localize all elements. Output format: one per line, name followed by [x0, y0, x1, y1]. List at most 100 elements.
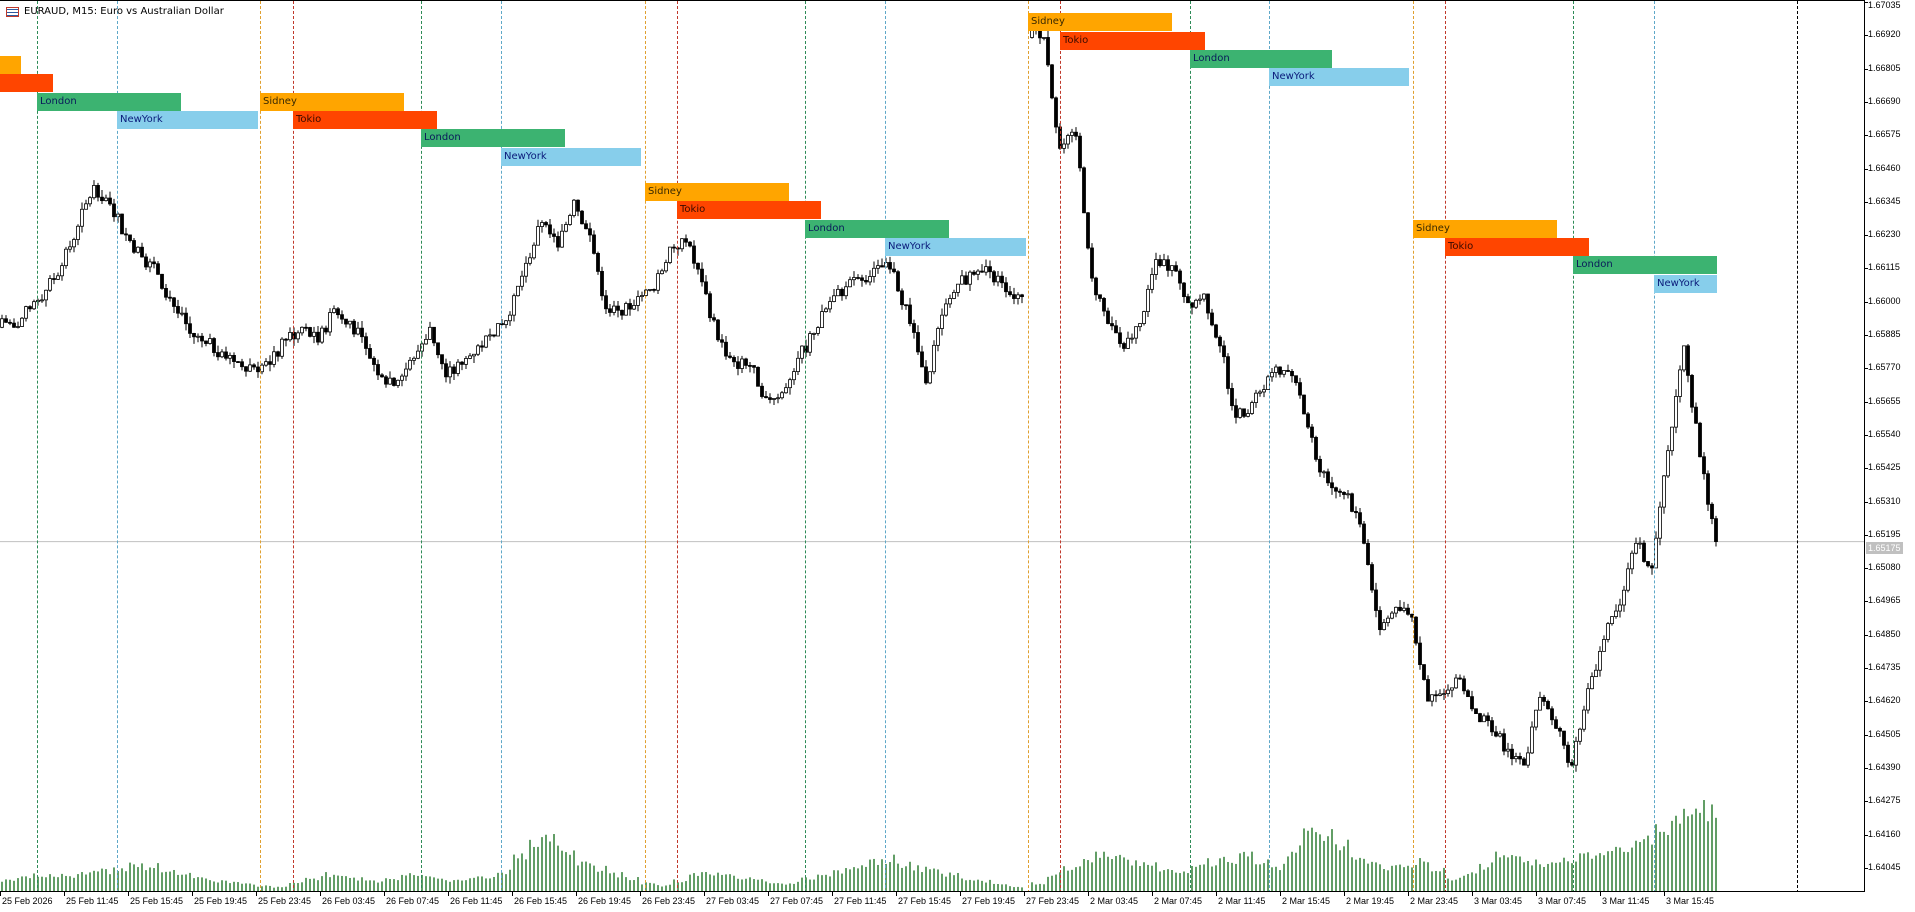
candle [1638, 542, 1642, 545]
candle [760, 385, 764, 397]
candle [1526, 752, 1530, 766]
x-tick [1152, 892, 1153, 896]
candle [644, 289, 648, 296]
candle [1426, 679, 1430, 702]
candle [1242, 408, 1246, 417]
candle [1042, 37, 1046, 39]
candle [460, 361, 464, 365]
session-box-tokio: Tokio [293, 111, 437, 129]
candle [624, 303, 628, 316]
candle [1186, 296, 1190, 304]
candle [1262, 389, 1266, 393]
candle [764, 396, 768, 399]
candle [688, 241, 692, 247]
candle [1434, 694, 1438, 697]
x-tick-label: 2 Mar 15:45 [1282, 896, 1331, 906]
x-tick-label: 3 Mar 03:45 [1474, 896, 1523, 906]
y-tick [1865, 2, 1868, 3]
y-tick-label: 1.66575 [1868, 129, 1901, 140]
y-tick-label: 1.65310 [1868, 495, 1901, 506]
candle [756, 366, 760, 387]
candle [336, 308, 340, 316]
candle [724, 341, 728, 357]
candle [1418, 642, 1422, 665]
candle [720, 339, 724, 343]
candle [12, 322, 16, 328]
candle [280, 338, 284, 357]
session-line-sidney [1413, 1, 1414, 891]
x-tick [512, 892, 513, 896]
y-tick-label: 1.64850 [1868, 628, 1901, 639]
session-label: NewYork [888, 241, 931, 252]
y-tick [1865, 35, 1868, 37]
candle [728, 355, 732, 358]
candle [712, 317, 716, 321]
candle [464, 358, 468, 365]
x-tick [128, 892, 129, 896]
y-tick-label: 1.66115 [1868, 262, 1900, 273]
candle [1694, 406, 1698, 424]
candle [820, 311, 824, 329]
candle [1066, 135, 1070, 145]
candle [348, 320, 352, 325]
candle [1510, 748, 1514, 760]
candle [1682, 345, 1686, 371]
candle [1074, 131, 1078, 137]
candle [932, 344, 936, 373]
candle [312, 331, 316, 337]
candle [948, 298, 952, 305]
candle [556, 236, 560, 248]
candle [812, 332, 816, 335]
session-label: NewYork [1272, 71, 1315, 82]
candle [508, 314, 512, 322]
candle [1154, 259, 1158, 275]
current-price-label: 1.65175 [1866, 542, 1903, 554]
candle [1478, 713, 1482, 723]
y-tick [1865, 101, 1868, 103]
candle [1000, 275, 1004, 284]
session-line-tokio [677, 1, 678, 891]
candle [1078, 135, 1082, 169]
y-tick-label: 1.65885 [1868, 329, 1901, 339]
candle [524, 262, 528, 277]
candle [1090, 247, 1094, 279]
candle [704, 281, 708, 295]
y-tick [1865, 268, 1868, 270]
candle [444, 363, 448, 378]
y-tick [1865, 534, 1868, 536]
candle [1334, 487, 1338, 492]
candle [616, 305, 620, 311]
candle [160, 273, 164, 289]
x-tick [1344, 892, 1345, 896]
candle [408, 359, 412, 370]
candle [592, 234, 596, 254]
candle [784, 387, 788, 394]
candle [0, 318, 4, 328]
candle [224, 351, 228, 359]
candle [1454, 677, 1458, 689]
candle [1422, 664, 1426, 680]
candle [964, 275, 968, 285]
candle [48, 278, 52, 291]
candle [588, 228, 592, 236]
candle [456, 361, 460, 374]
candle [1430, 694, 1434, 702]
session-box-newyork: NewYork [501, 148, 641, 166]
candle [1318, 458, 1322, 473]
x-tick-label: 3 Mar 15:45 [1666, 896, 1715, 906]
candle [1346, 493, 1350, 496]
candle [536, 226, 540, 246]
candle [572, 199, 576, 216]
y-tick [1865, 568, 1868, 570]
chart-area[interactable]: EURAUD, M15: Euro vs Australian Dollar L… [0, 0, 1865, 892]
x-tick [256, 892, 257, 896]
candle [272, 351, 276, 365]
candle [1278, 366, 1282, 375]
candle [1358, 512, 1362, 525]
candle [1218, 336, 1222, 347]
candle [540, 222, 544, 227]
candle [344, 318, 348, 325]
candle [1238, 408, 1242, 418]
candle [1634, 542, 1638, 554]
y-tick-label: 1.66460 [1868, 162, 1901, 173]
